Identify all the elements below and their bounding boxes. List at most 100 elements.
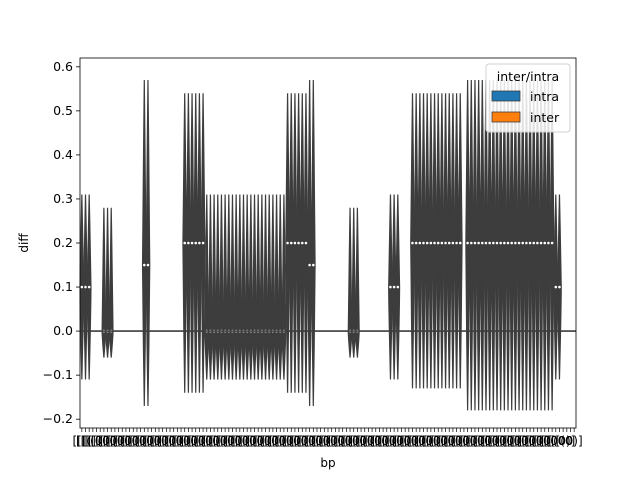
violin-body — [244, 194, 250, 380]
violin-median-point — [392, 285, 396, 289]
violin-body — [468, 80, 474, 411]
y-tick-label: 0.2 — [53, 235, 73, 250]
x-tick-label: [[[(0 — [333, 434, 359, 448]
violin-median-point — [422, 241, 425, 245]
violin-median-point — [414, 241, 418, 245]
violin-median-point — [539, 241, 543, 245]
violin-body — [439, 93, 445, 389]
violin-median-point — [558, 285, 561, 289]
violin-body — [351, 207, 357, 358]
legend-swatch-intra — [491, 90, 521, 102]
violin-median-point — [300, 241, 304, 245]
x-axis-ticks: [[[([[[(0[[[(0[[[(0[[[(0[[[(0[[[(0[[[(0[… — [72, 428, 583, 448]
violin-median-point — [484, 241, 488, 245]
y-tick-label: 0.1 — [53, 279, 73, 294]
violin-body — [141, 80, 147, 406]
y-tick-label: 0.6 — [53, 59, 73, 74]
violin-body — [443, 93, 448, 389]
violin-body — [277, 194, 283, 380]
violin-body — [281, 194, 287, 380]
violin-median-point — [499, 241, 502, 245]
violin-body — [505, 80, 511, 411]
violin-body — [472, 80, 478, 411]
x-tick-label: [[[(0 — [304, 434, 330, 448]
x-tick-label: [[[(0 — [238, 434, 264, 448]
violin-layer — [79, 80, 562, 411]
violin-body — [435, 93, 441, 389]
x-tick-label: [[[(0 — [274, 434, 300, 448]
violin-median-point — [433, 241, 436, 245]
violin-body — [248, 194, 254, 380]
violin-body — [204, 194, 210, 380]
violin-median-point — [289, 241, 293, 245]
x-tick-label: [[[(0 — [83, 434, 109, 448]
violin-body — [531, 80, 537, 411]
violin-body — [542, 80, 548, 411]
violin-body — [490, 80, 496, 411]
violin-median-point — [396, 285, 400, 289]
x-tick-label: [[[(0 — [149, 434, 175, 448]
violin-median-point — [536, 241, 539, 245]
x-tick-label: [[[(0 — [120, 434, 146, 448]
x-tick-label: [[[(0 — [172, 434, 198, 448]
violin-body — [476, 80, 482, 411]
violin-median-point — [440, 241, 444, 245]
y-tick-label: −0.1 — [43, 367, 73, 382]
violin-body — [215, 194, 221, 380]
violin-median-point — [469, 241, 473, 245]
y-tick-label: 0.0 — [53, 323, 73, 338]
x-tick-label: [[[(0 — [341, 434, 367, 448]
y-tick-label: 0.4 — [53, 147, 73, 162]
violin-body — [513, 80, 518, 411]
violin-body — [307, 80, 312, 406]
violin-median-point — [481, 241, 484, 245]
violin-median-point — [436, 241, 440, 245]
violin-body — [424, 93, 430, 389]
violin-body — [226, 194, 232, 380]
x-tick-label: [[[(0 — [186, 434, 212, 448]
legend-swatch-inter — [491, 111, 521, 123]
violin-body — [355, 207, 360, 358]
legend-label-intra: intra — [530, 89, 559, 104]
violin-median-point — [308, 263, 311, 267]
violin-body — [479, 80, 485, 411]
violin-median-point — [198, 241, 201, 245]
violin-median-point — [466, 241, 469, 245]
violin-body — [233, 194, 239, 380]
violin-median-point — [447, 241, 451, 245]
y-tick-label: −0.2 — [43, 411, 73, 426]
violin-median-point — [304, 241, 308, 245]
x-tick-label: [[[(0 — [98, 434, 124, 448]
violin-median-point — [190, 241, 194, 245]
violin-median-point — [187, 241, 190, 245]
violin-body — [535, 80, 540, 411]
x-tick-label: [[[(0 — [296, 434, 322, 448]
legend-label-inter: inter — [530, 110, 560, 125]
violin-median-point — [286, 241, 289, 245]
x-tick-label: [[[(0 — [414, 434, 440, 448]
violin-body — [310, 80, 316, 406]
x-tick-label: [[[(0 — [142, 434, 168, 448]
violin-median-point — [488, 241, 491, 245]
violin-body — [516, 80, 522, 411]
violin-body — [252, 194, 257, 380]
violin-median-point — [550, 241, 554, 245]
x-tick-label: [[[(0 — [326, 434, 352, 448]
violin-body — [527, 80, 533, 411]
legend: inter/intra intra inter — [485, 63, 571, 133]
violin-body — [498, 80, 504, 411]
violin-median-point — [146, 263, 150, 267]
violin-median-point — [455, 241, 458, 245]
violin-median-point — [495, 241, 499, 245]
x-tick-label: [[[(0 — [429, 434, 455, 448]
violin-median-point — [297, 241, 300, 245]
violin-body — [241, 194, 246, 380]
violin-body — [428, 93, 434, 389]
x-tick-label: [[[(0 — [105, 434, 131, 448]
violin-median-point — [444, 241, 447, 245]
x-tick-label: [[[(0 — [267, 434, 293, 448]
violin-body — [465, 80, 470, 411]
violin-median-point — [525, 241, 528, 245]
x-tick-label: [[[(0 — [311, 434, 337, 448]
x-tick-label: [[[(0 — [348, 434, 374, 448]
